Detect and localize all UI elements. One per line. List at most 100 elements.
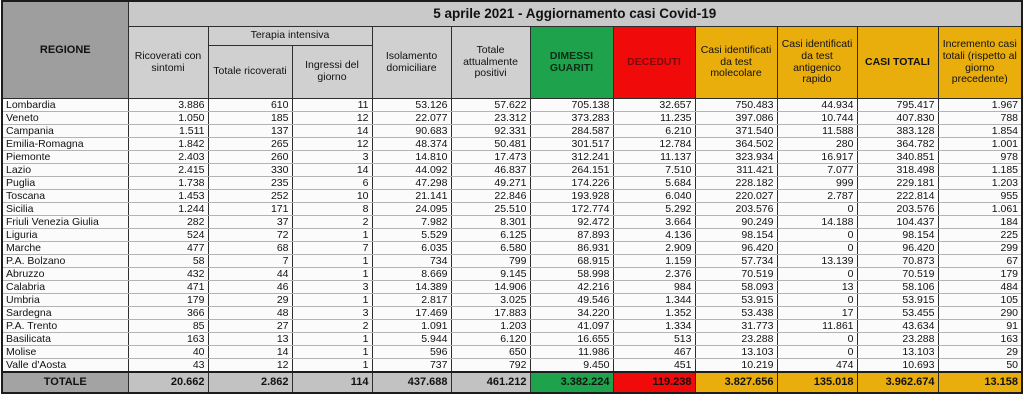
table-row: Puglia 1.738 235 6 47.298 49.271 174.226 5.684 2… [1,176,1023,190]
cell-isolamento: 53.126 [371,98,452,112]
cell-antigenico: 44.934 [776,98,858,112]
cell-positivi: 6.120 [450,332,531,346]
cell-deceduti: 11.235 [612,111,696,125]
cell-ti-ingressi: 1 [291,293,373,307]
total-cell-antigenico: 135.018 [776,371,858,394]
cell-isolamento: 737 [371,358,452,373]
cell-incremento: 484 [937,280,1023,294]
cell-guariti: 705.138 [529,98,614,112]
header-regione: REGIONE [1,0,129,99]
cell-molecolare: 23.288 [694,332,778,346]
cell-ti-ingressi: 1 [291,345,373,359]
cell-guariti: 49.546 [529,293,614,307]
header-ricoverati-con-sintomi: Ricoverati con sintomi [127,26,209,99]
cell-molecolare: 750.483 [694,98,778,112]
cell-deceduti: 513 [612,332,696,346]
total-cell-positivi: 461.212 [450,371,531,394]
cell-casi-totali: 70.873 [856,254,939,268]
cell-positivi: 49.271 [450,176,531,190]
cell-positivi: 799 [450,254,531,268]
cell-positivi: 22.846 [450,189,531,203]
cell-ricoverati: 3.886 [127,98,209,112]
cell-ti-totale: 171 [207,202,293,216]
cell-guariti: 68.915 [529,254,614,268]
table-total-row: TOTALE 20.662 2.862 114 437.688 461.212 3.382.… [1,371,1023,394]
cell-ti-totale: 252 [207,189,293,203]
cell-ti-ingressi: 12 [291,111,373,125]
cell-guariti: 301.517 [529,137,614,151]
cell-ricoverati: 1.050 [127,111,209,125]
cell-antigenico: 17 [776,306,858,320]
cell-regione: Lombardia [1,98,129,112]
cell-antigenico: 7.077 [776,163,858,177]
cell-antigenico: 0 [776,241,858,255]
cell-antigenico: 0 [776,228,858,242]
cell-ti-ingressi: 3 [291,306,373,320]
cell-ti-ingressi: 14 [291,124,373,138]
cell-ti-totale: 12 [207,358,293,373]
cell-regione: Lazio [1,163,129,177]
cell-regione: P.A. Bolzano [1,254,129,268]
cell-ricoverati: 282 [127,215,209,229]
cell-casi-totali: 795.417 [856,98,939,112]
cell-regione: Molise [1,345,129,359]
cell-ti-totale: 14 [207,345,293,359]
cell-regione: P.A. Trento [1,319,129,333]
table-row: Liguria 524 72 1 5.529 6.125 87.893 4.136 98.154… [1,228,1023,242]
cell-antigenico: 10.744 [776,111,858,125]
cell-ricoverati: 1.738 [127,176,209,190]
cell-molecolare: 70.519 [694,267,778,281]
cell-isolamento: 47.298 [371,176,452,190]
cell-antigenico: 13 [776,280,858,294]
cell-molecolare: 53.438 [694,306,778,320]
table-row: Basilicata 163 13 1 5.944 6.120 16.655 513 23.28… [1,332,1023,346]
cell-antigenico: 14.188 [776,215,858,229]
cell-antigenico: 474 [776,358,858,373]
total-cell-casi-totali: 3.962.674 [856,371,939,394]
cell-molecolare: 13.103 [694,345,778,359]
cell-ricoverati: 1.842 [127,137,209,151]
cell-regione: Basilicata [1,332,129,346]
header-casi-totali: CASI TOTALI [856,26,939,99]
cell-isolamento: 596 [371,345,452,359]
cell-deceduti: 12.784 [612,137,696,151]
table-row: Lazio 2.415 330 14 44.092 46.837 264.151 7.510 3… [1,163,1023,177]
cell-molecolare: 364.502 [694,137,778,151]
cell-guariti: 193.928 [529,189,614,203]
cell-guariti: 312.241 [529,150,614,164]
cell-deceduti: 2.376 [612,267,696,281]
cell-ti-ingressi: 2 [291,215,373,229]
cell-ti-ingressi: 1 [291,267,373,281]
cell-molecolare: 228.182 [694,176,778,190]
cell-isolamento: 21.141 [371,189,452,203]
cell-positivi: 650 [450,345,531,359]
cell-regione: Veneto [1,111,129,125]
cell-ti-ingressi: 3 [291,280,373,294]
cell-incremento: 1.001 [937,137,1023,151]
cell-incremento: 299 [937,241,1023,255]
cell-incremento: 1.967 [937,98,1023,112]
cell-ti-ingressi: 3 [291,150,373,164]
total-cell-isolamento: 437.688 [371,371,452,394]
table-row: Veneto 1.050 185 12 22.077 23.312 373.283 11.23… [1,111,1023,125]
cell-deceduti: 1.344 [612,293,696,307]
cell-ti-totale: 37 [207,215,293,229]
cell-incremento: 91 [937,319,1023,333]
cell-positivi: 3.025 [450,293,531,307]
cell-incremento: 184 [937,215,1023,229]
cell-deceduti: 1.352 [612,306,696,320]
cell-casi-totali: 203.576 [856,202,939,216]
report-title-banner: 5 aprile 2021 - Aggiornamento casi Covid… [127,0,1023,27]
cell-ricoverati: 58 [127,254,209,268]
cell-incremento: 163 [937,332,1023,346]
cell-incremento: 105 [937,293,1023,307]
header-group-terapia-intensiva: Terapia intensiva [207,26,373,46]
cell-molecolare: 10.219 [694,358,778,373]
cell-regione: Umbria [1,293,129,307]
header-incremento-casi-totali: Incremento casi totali (rispetto al gior… [937,26,1023,99]
cell-molecolare: 311.421 [694,163,778,177]
cell-incremento: 1.185 [937,163,1023,177]
cell-regione: Abruzzo [1,267,129,281]
cell-deceduti: 4.136 [612,228,696,242]
header-ti-ingressi-del-giorno: Ingressi del giorno [291,45,373,99]
